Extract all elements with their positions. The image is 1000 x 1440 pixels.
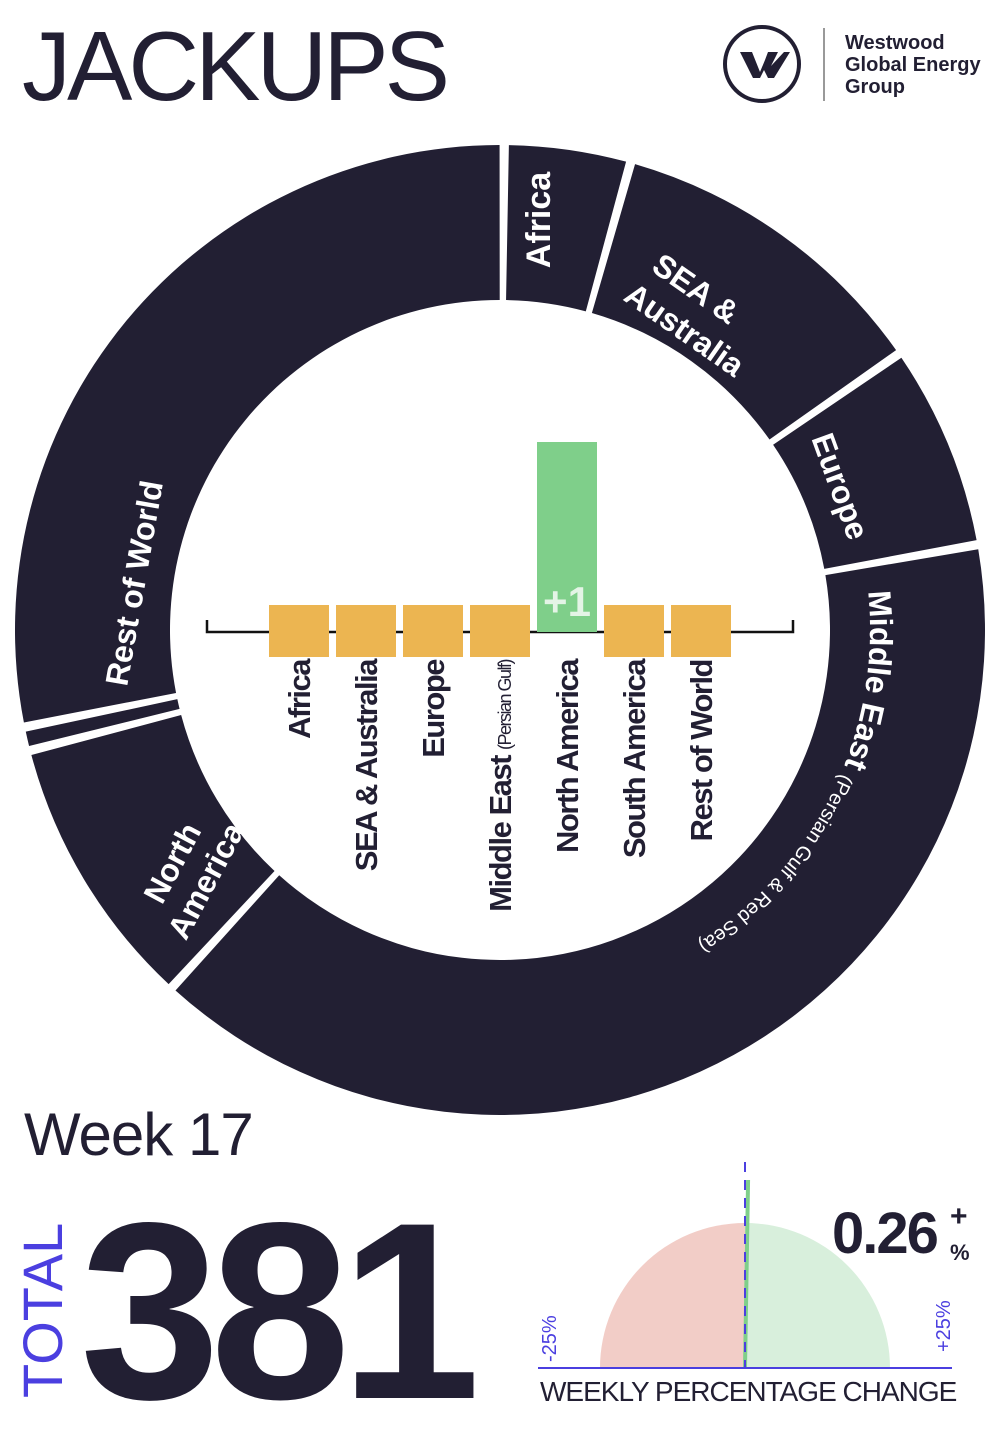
donut-segment-sea-australia: [591, 164, 897, 440]
w-logo-icon: [723, 25, 801, 103]
gauge-min-label: -25%: [539, 1315, 561, 1362]
bar-label: North America: [550, 658, 585, 853]
bar-label: SEA & Australia: [349, 658, 384, 871]
bar-north-america: [537, 442, 597, 632]
gauge-negative-half: [600, 1223, 745, 1368]
gauge-unit: %: [950, 1240, 970, 1265]
page-title: JACKUPS: [22, 11, 446, 121]
gauge-value: 0.26: [832, 1201, 938, 1266]
bar-sea-australia: [336, 605, 396, 657]
bar-label: Europe: [416, 659, 451, 758]
bar-label: Middle East(Persian Gulf): [483, 660, 518, 912]
donut-chart: [14, 145, 985, 1116]
gauge-needle: [743, 1179, 751, 1369]
total-value: 381: [80, 1171, 474, 1440]
bar-africa: [269, 605, 329, 657]
donut-segment-north-america: [31, 715, 275, 985]
bar-europe: [403, 605, 463, 657]
gauge-max-label: +25%: [933, 1300, 955, 1352]
bar-middle-east: [470, 605, 530, 657]
bar-rest-of-world: [671, 605, 731, 657]
bar-label: South America: [617, 658, 652, 858]
donut-segment-south-america: [25, 699, 180, 746]
weekly-percentage-gauge: -25% +25% WEEKLY PERCENTAGE CHANGE 0.26 …: [538, 1162, 970, 1407]
weekly-change-bar-chart: Africa SEA & Australia Europe Middle East(P…: [205, 442, 795, 912]
gauge-sign: +: [950, 1200, 968, 1233]
logo-line-2: Global Energy: [845, 54, 981, 76]
bar-data-label: +1: [543, 578, 591, 625]
donut-segment-africa: [506, 145, 627, 312]
donut-label-africa: Africa: [520, 171, 558, 268]
bar-label: Rest of World: [684, 660, 719, 841]
logo-line-3: Group: [845, 76, 905, 98]
donut-segment-rest-of-world: [14, 145, 500, 723]
logo: Westwood Global Energy Group: [723, 25, 981, 103]
w-glyph: [740, 52, 790, 78]
bar-south-america: [604, 605, 664, 657]
gauge-title: WEEKLY PERCENTAGE CHANGE: [540, 1376, 957, 1407]
donut-segment-middle-east-persian-gulf-red-sea-: [175, 549, 985, 1116]
bar-label: Africa: [282, 658, 317, 739]
gauge-positive-half: [745, 1223, 890, 1368]
week-label: Week 17: [24, 1101, 253, 1168]
donut-segment-europe: [773, 357, 977, 569]
logo-line-1: Westwood: [845, 32, 945, 54]
total-label: TOTAL: [11, 1223, 74, 1398]
